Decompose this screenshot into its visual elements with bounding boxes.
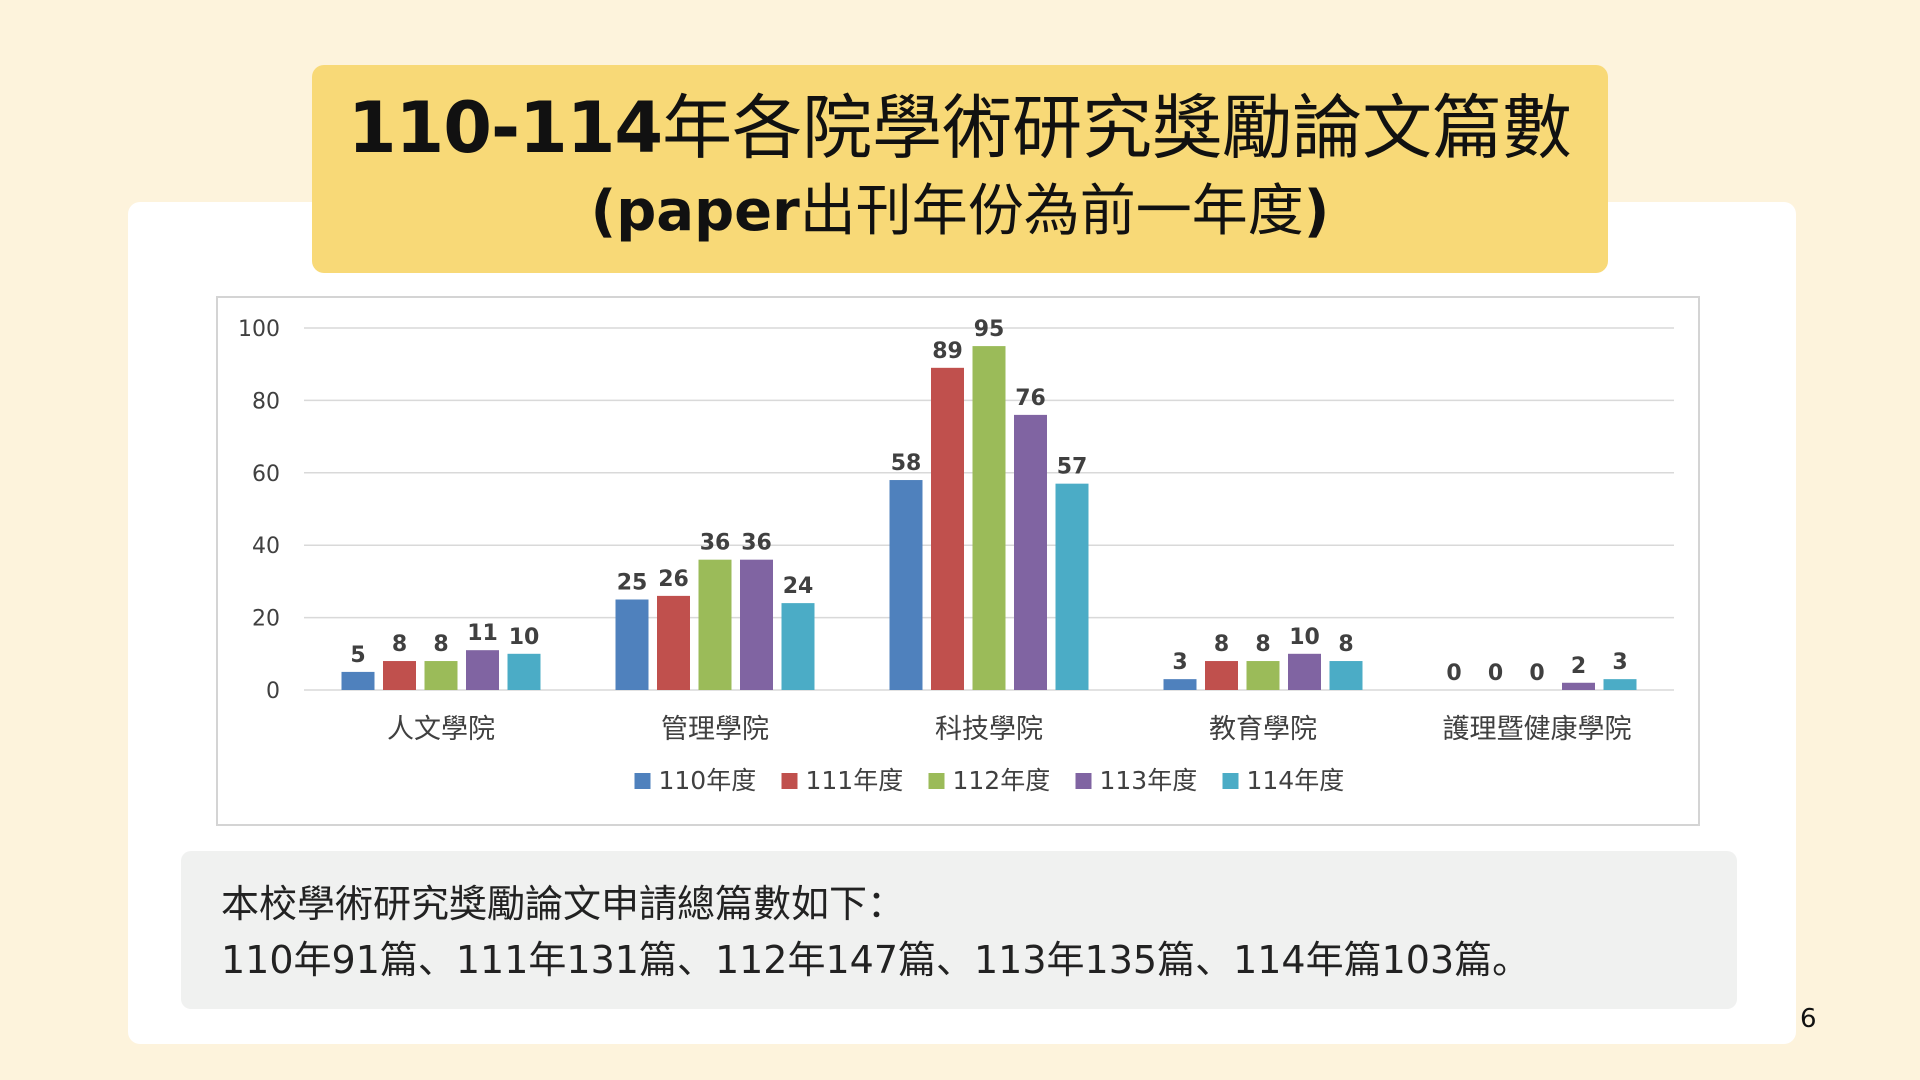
subtitle-close: )	[1303, 179, 1330, 244]
bar	[1205, 661, 1238, 690]
bar	[615, 599, 649, 690]
data-label: 3	[1612, 650, 1627, 675]
legend-swatch	[634, 773, 651, 789]
data-label: 36	[700, 531, 731, 556]
bar	[1163, 679, 1197, 690]
x-tick-label: 人文學院	[387, 714, 495, 745]
legend-label: 114年度	[1247, 766, 1345, 795]
x-tick-label: 管理學院	[661, 714, 769, 745]
bar	[781, 603, 815, 690]
bar	[1246, 661, 1280, 690]
data-label: 3	[1172, 650, 1187, 675]
y-tick-label: 60	[252, 462, 280, 487]
bar	[740, 559, 773, 690]
bar	[931, 367, 964, 690]
data-label: 2	[1571, 654, 1586, 679]
bar	[1288, 653, 1321, 690]
data-label: 0	[1446, 661, 1461, 686]
x-tick-label: 科技學院	[935, 714, 1043, 745]
data-label: 95	[974, 317, 1005, 342]
y-tick-label: 100	[238, 317, 280, 342]
legend-swatch	[1222, 773, 1239, 789]
data-label: 24	[783, 574, 814, 599]
legend-label: 113年度	[1100, 766, 1198, 795]
data-label: 0	[1529, 661, 1544, 686]
data-label: 0	[1488, 661, 1503, 686]
data-label: 25	[617, 571, 648, 596]
title-year-range: 110-114	[347, 87, 663, 169]
bar	[657, 595, 690, 690]
page-title: 110-114年各院學術研究獎勵論文篇數	[312, 85, 1608, 171]
bar	[972, 346, 1006, 690]
x-tick-label: 教育學院	[1209, 714, 1317, 745]
data-label: 5	[350, 643, 365, 668]
bar	[889, 480, 923, 690]
bar	[1562, 682, 1595, 690]
data-label: 76	[1015, 386, 1046, 411]
page-subtitle: (paper出刊年份為前一年度)	[312, 177, 1608, 247]
bar	[1014, 414, 1047, 690]
title-text: 年各院學術研究獎勵論文篇數	[662, 87, 1573, 169]
summary-line-1: 本校學術研究獎勵論文申請總篇數如下：	[221, 882, 906, 926]
data-label: 26	[658, 567, 689, 592]
bar	[466, 650, 499, 690]
data-label: 8	[433, 632, 448, 657]
bar	[383, 661, 416, 690]
legend-swatch	[1075, 773, 1092, 789]
legend-label: 111年度	[806, 766, 904, 795]
y-tick-label: 40	[252, 534, 280, 559]
bar-chart: 0 20 40 60 80 100 5 8 8 11 10 人文學院 25 26 36 36 24 管理學院 58 8…	[216, 296, 1700, 826]
data-label: 58	[891, 451, 922, 476]
y-tick-label: 80	[252, 389, 280, 414]
y-tick-label: 0	[266, 679, 280, 704]
summary-line-2: 110年91篇、111年131篇、112年147篇、113年135篇、114年篇…	[221, 938, 1531, 982]
data-label: 11	[467, 621, 498, 646]
bar	[698, 559, 732, 690]
title-banner: 110-114年各院學術研究獎勵論文篇數 (paper出刊年份為前一年度)	[312, 65, 1608, 273]
summary-note: 本校學術研究獎勵論文申請總篇數如下： 110年91篇、111年131篇、112年…	[181, 851, 1737, 1009]
data-label: 10	[509, 625, 540, 650]
legend-label: 110年度	[659, 766, 757, 795]
data-label: 8	[1338, 632, 1353, 657]
data-label: 89	[932, 339, 963, 364]
bar	[1603, 679, 1637, 690]
data-label: 57	[1057, 455, 1088, 480]
data-label: 36	[741, 531, 772, 556]
data-label: 8	[1255, 632, 1270, 657]
x-tick-label: 護理暨健康學院	[1443, 714, 1632, 745]
bar	[1055, 483, 1089, 690]
subtitle-text: 出刊年份為前一年度	[799, 179, 1304, 244]
subtitle-open: (paper	[590, 179, 800, 244]
bar	[1329, 661, 1363, 690]
data-label: 8	[1214, 632, 1229, 657]
page-number: 6	[1800, 1004, 1817, 1034]
y-tick-label: 20	[252, 607, 280, 632]
bar	[507, 653, 541, 690]
data-label: 10	[1289, 625, 1320, 650]
legend-swatch	[928, 773, 945, 789]
legend-swatch	[781, 773, 798, 789]
data-label: 8	[392, 632, 407, 657]
legend-label: 112年度	[953, 766, 1051, 795]
bar	[341, 671, 375, 690]
bar	[424, 661, 458, 690]
